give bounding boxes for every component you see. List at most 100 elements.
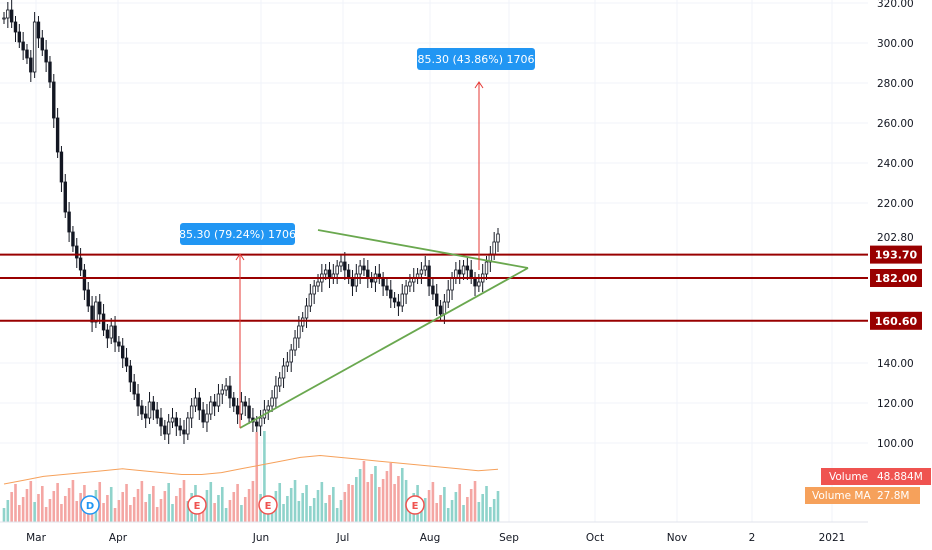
candle-body bbox=[362, 265, 366, 271]
candle-body bbox=[381, 277, 385, 287]
candle-body bbox=[281, 365, 286, 379]
candle-body bbox=[473, 277, 477, 287]
volume-bar bbox=[297, 501, 301, 522]
volume-bar bbox=[362, 461, 366, 522]
candle-body bbox=[461, 265, 466, 275]
time-scale[interactable]: Mar Apr Jun Jul Aug Sep Oct Nov 2 2021 bbox=[0, 521, 868, 544]
candle-body bbox=[496, 233, 500, 243]
candle bbox=[446, 280, 450, 308]
candle-body bbox=[289, 349, 293, 363]
volume-label: Volume 48.884M bbox=[821, 468, 931, 485]
candle bbox=[105, 324, 110, 348]
volume-bar bbox=[140, 481, 144, 522]
event-circle bbox=[258, 495, 278, 515]
candle bbox=[132, 374, 136, 400]
volume-bar bbox=[67, 488, 71, 522]
candle bbox=[25, 44, 29, 64]
candle bbox=[109, 318, 113, 344]
volume-bar bbox=[182, 480, 186, 522]
candle-body bbox=[350, 277, 355, 287]
volume-bar bbox=[148, 494, 151, 522]
candle-body bbox=[270, 397, 274, 407]
candle-body bbox=[90, 305, 94, 323]
time-tick-label: Apr bbox=[109, 532, 128, 544]
candle bbox=[212, 394, 217, 416]
measure-arrow-head bbox=[474, 81, 484, 89]
volume-bar bbox=[305, 485, 308, 522]
candle bbox=[458, 260, 462, 284]
candle-body bbox=[235, 405, 240, 415]
candle-body bbox=[140, 405, 144, 415]
candle-body bbox=[438, 305, 443, 315]
volume-bar bbox=[213, 503, 216, 522]
candle bbox=[404, 280, 408, 304]
candle bbox=[155, 402, 159, 424]
candle bbox=[32, 12, 37, 78]
volume-bar bbox=[240, 505, 243, 522]
candle-body bbox=[216, 393, 221, 407]
candle-body bbox=[258, 417, 263, 427]
volume-bar bbox=[446, 508, 450, 522]
time-tick-label: 2021 bbox=[819, 532, 846, 544]
candle-body bbox=[469, 269, 473, 279]
candle-body bbox=[170, 417, 175, 423]
volume-bar bbox=[75, 501, 79, 522]
candle bbox=[9, 0, 14, 28]
volume-bar bbox=[358, 469, 362, 522]
measure-callout: 85.30 (79.24%) 1706 bbox=[179, 223, 296, 245]
candle-body bbox=[21, 41, 25, 51]
candle-body bbox=[29, 57, 33, 73]
volume-bar bbox=[205, 490, 209, 522]
candle-body bbox=[136, 393, 140, 407]
volume-bar bbox=[324, 503, 327, 522]
candle-body bbox=[205, 413, 209, 423]
volume-bar bbox=[117, 500, 121, 522]
volume-bar bbox=[485, 486, 488, 522]
candle-body bbox=[465, 265, 470, 271]
candle-body bbox=[32, 21, 37, 73]
level-price-bg bbox=[870, 245, 922, 264]
volume-bar bbox=[220, 487, 224, 522]
volume-bar bbox=[466, 497, 469, 522]
level-price-text: 193.70 bbox=[875, 249, 918, 262]
volume-bar bbox=[351, 485, 354, 522]
candle-body bbox=[427, 265, 431, 287]
candle-body bbox=[484, 261, 489, 275]
volume-bar bbox=[44, 507, 48, 522]
candle-body bbox=[327, 269, 332, 279]
candle-body bbox=[113, 325, 117, 343]
volume-bar bbox=[63, 496, 67, 522]
level-price-bg bbox=[870, 311, 922, 330]
volume-bar bbox=[102, 503, 105, 522]
candle-body bbox=[55, 117, 60, 153]
volume-bar bbox=[125, 484, 128, 522]
candle-body bbox=[2, 17, 6, 20]
candle-body bbox=[48, 61, 52, 83]
candle bbox=[216, 384, 221, 412]
volume-bar bbox=[393, 484, 396, 522]
candle bbox=[274, 376, 278, 408]
event-circle bbox=[187, 495, 207, 515]
time-tick-label: Sep bbox=[499, 532, 519, 544]
candle bbox=[461, 260, 466, 280]
candle-body bbox=[316, 281, 320, 287]
candle-body bbox=[13, 21, 18, 33]
price-tick-label: 320.00 bbox=[877, 0, 914, 10]
volume-bar bbox=[332, 487, 335, 522]
volume-bar bbox=[109, 487, 113, 522]
candle-body bbox=[178, 425, 182, 431]
event-circle bbox=[80, 495, 100, 515]
volume-bar bbox=[18, 505, 21, 522]
volume-bar bbox=[163, 491, 167, 522]
volume-bar bbox=[40, 486, 44, 522]
price-scale[interactable]: 320.00 300.00 280.00 260.00 240.00 220.00 202.… bbox=[868, 0, 932, 522]
volume-bar bbox=[389, 463, 393, 522]
volume-bar bbox=[435, 503, 439, 522]
candle bbox=[258, 410, 263, 436]
candle bbox=[465, 258, 470, 280]
candle bbox=[201, 402, 205, 428]
volume-bar bbox=[106, 495, 109, 522]
candle bbox=[82, 264, 87, 300]
candle bbox=[71, 226, 75, 252]
